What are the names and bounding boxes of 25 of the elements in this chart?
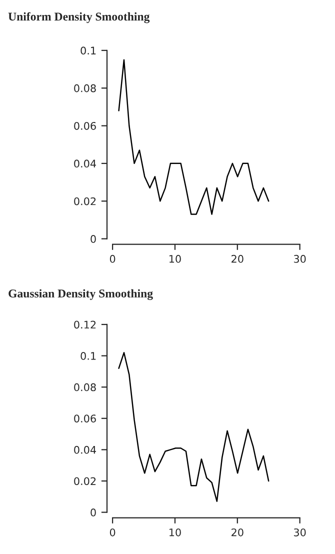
x-tick-label: 0 [110, 528, 116, 536]
y-tick-label: 0.04 [74, 446, 96, 454]
line-series [118, 59, 270, 215]
x-tick-label: 20 [232, 254, 244, 263]
y-tick-label: 0 [90, 508, 96, 516]
y-tick-label: 0.08 [74, 84, 96, 92]
line-series [118, 352, 270, 502]
x-tick-label: 30 [294, 254, 306, 263]
y-tick-label: 0.02 [74, 477, 96, 486]
x-tick-label: 10 [170, 528, 181, 536]
y-tick-label: 0.08 [74, 383, 96, 392]
chart-title: Uniform Density Smoothing [8, 12, 150, 24]
x-tick-label: 20 [232, 528, 244, 536]
y-tick-label: 0.1 [80, 46, 96, 55]
y-tick-label: 0.1 [80, 352, 96, 360]
y-tick-label: 0.02 [74, 197, 96, 206]
y-tick-label: 0.04 [74, 160, 96, 168]
chart-title: Gaussian Density Smoothing [8, 289, 153, 300]
y-tick-label: 0.06 [74, 122, 96, 130]
x-tick-label: 0 [110, 254, 116, 263]
y-tick-label: 0 [90, 235, 96, 243]
y-tick-label: 0.12 [74, 320, 96, 329]
y-tick-label: 0.06 [74, 414, 96, 422]
x-tick-label: 30 [294, 528, 306, 536]
x-tick-label: 10 [170, 254, 181, 263]
